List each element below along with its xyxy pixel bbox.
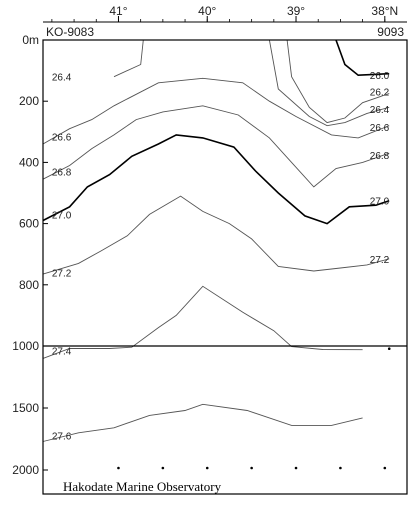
longitude-tick-label: 40° [198,4,216,18]
station-mark [339,466,342,470]
station-mark [383,466,387,470]
longitude-tick-label: 39° [287,4,305,18]
station-mark [250,466,253,470]
isoline-label: 26.6 [52,132,72,143]
isoline-26-4 [268,39,390,127]
isoline-label: 26.4 [52,73,72,84]
depth-axis: 0m 200 400 600 800 1000 1500 2000 [12,33,48,477]
depth-tick-label: 1500 [12,401,39,415]
credit-label: Hakodate Marine Observatory [63,479,222,494]
isoline-label: 26.8 [52,168,72,179]
station-mark [294,466,298,470]
isoline-27-4 [42,285,363,359]
isoline-label: 27.0 [370,197,390,208]
isoline-26-6 [42,77,390,145]
longitude-tick-label: 41° [109,4,127,18]
depth-tick-label: 1000 [12,339,39,353]
isoline-27-6 [42,403,363,442]
longitude-tick-label: 38°N [371,4,398,18]
depth-tick-label: 800 [19,278,39,292]
station-mark [117,466,120,470]
depth-tick-label: 2000 [12,463,39,477]
station-mark [161,466,165,470]
isoline-label: 27.0 [52,210,72,221]
isoline-27-0 [42,134,390,225]
station-mark [205,466,209,470]
isoline-26-0 [335,39,390,77]
isoline-label: 26.6 [370,123,390,134]
isoline-26-8 [42,105,390,188]
isoline-label: 27.2 [370,255,390,266]
depth-tick-label: 200 [19,94,39,108]
isoline-layer: 26.4 26.0 26.2 26.4 26.6 26.6 26.8 26.8 27.0 27.0… [42,39,390,442]
top-longitude-axis: 41° 40° 39° 38°N [43,4,407,23]
plot-frame [42,39,408,495]
isoline-label: 27.4 [52,346,72,357]
isoline-26-2 [286,39,390,124]
isoline-label: 27.6 [52,431,72,442]
station-mark-layer [117,347,391,470]
isoline-27-2 [42,195,390,275]
depth-tick-label: 600 [19,217,39,231]
depth-tick-label: 400 [19,155,39,169]
depth-tick-label: 0m [22,33,39,47]
isoline-26-4 [113,39,144,78]
isoline-label: 26.2 [370,87,390,98]
station-mark [387,347,391,351]
isoline-label: 26.0 [370,71,390,82]
station-label-left: KO-9083 [46,25,94,39]
isoline-label: 26.4 [370,105,390,116]
isoline-label: 26.8 [370,151,390,162]
isoline-label: 27.2 [52,269,72,280]
station-label-right: 9093 [377,25,404,39]
